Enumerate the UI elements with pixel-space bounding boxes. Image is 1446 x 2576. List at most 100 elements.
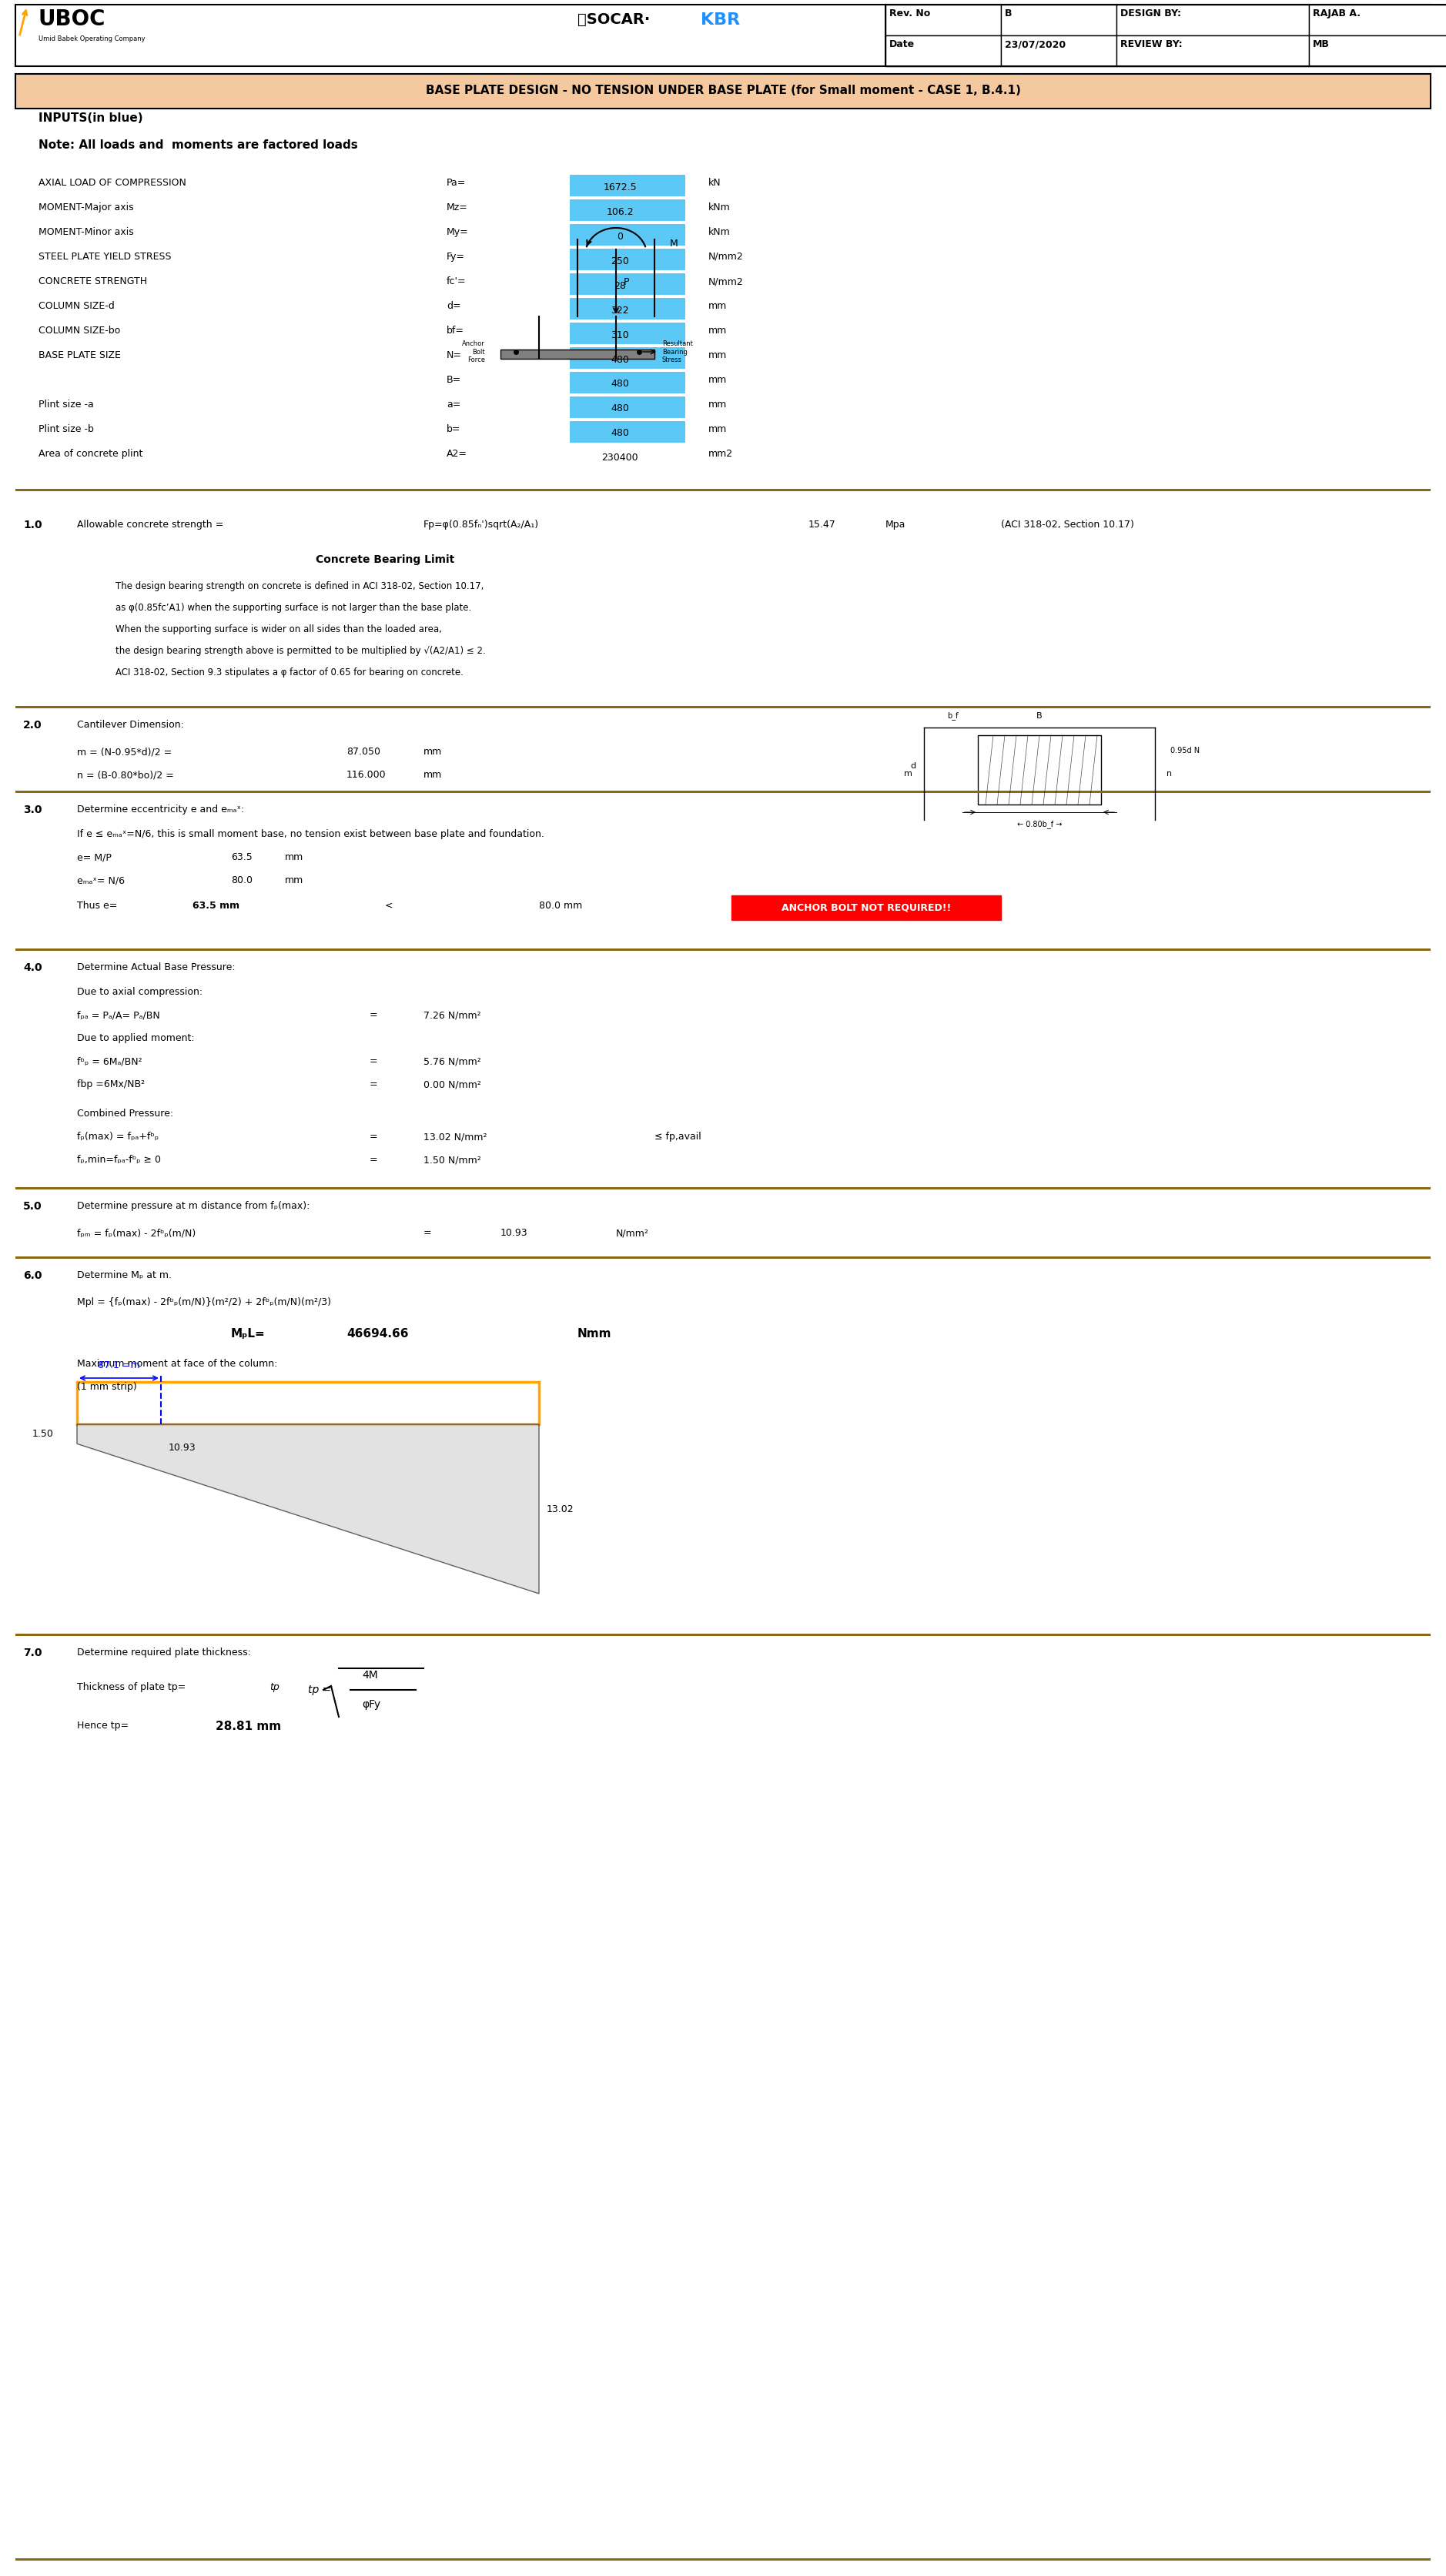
Bar [570, 224, 685, 245]
Text: RAJAB A.: RAJAB A. [1313, 8, 1361, 18]
Text: as φ(0.85fc’A1) when the supporting surface is not larger than the base plate.: as φ(0.85fc’A1) when the supporting surf… [116, 603, 471, 613]
Text: 4.0: 4.0 [23, 963, 42, 974]
Text: When the supporting surface is wider on all sides than the loaded area,: When the supporting surface is wider on … [116, 623, 442, 634]
Text: mm: mm [709, 399, 727, 410]
Text: Mpa: Mpa [885, 520, 905, 531]
Bar [1309, 36, 1446, 67]
Text: 4M: 4M [362, 1669, 377, 1680]
Text: =: = [370, 1010, 377, 1020]
Text: CONCRETE STRENGTH: CONCRETE STRENGTH [39, 276, 147, 286]
Text: 10.93: 10.93 [169, 1443, 197, 1453]
Text: 80.0 mm: 80.0 mm [539, 902, 583, 912]
Text: d: d [911, 762, 917, 770]
Text: 6.0: 6.0 [23, 1270, 42, 1280]
Text: 46694.66: 46694.66 [347, 1329, 408, 1340]
Text: My=: My= [447, 227, 469, 237]
Text: 13.02: 13.02 [547, 1504, 574, 1515]
Text: kNm: kNm [709, 204, 730, 211]
Text: mm: mm [285, 853, 304, 863]
Text: 0.95d N: 0.95d N [1170, 747, 1200, 755]
Text: 87.1 =m: 87.1 =m [98, 1360, 140, 1370]
Text: COLUMN SIZE-bᴏ: COLUMN SIZE-bᴏ [39, 325, 120, 335]
Text: kN: kN [709, 178, 722, 188]
Bar [1309, 5, 1446, 36]
Text: tp: tp [269, 1682, 279, 1692]
Text: 63.5: 63.5 [231, 853, 253, 863]
Text: =: = [370, 1079, 377, 1090]
Text: mm: mm [709, 350, 727, 361]
Bar [570, 348, 685, 368]
Text: ACI 318-02, Section 9.3 stipulates a φ factor of 0.65 for bearing on concrete.: ACI 318-02, Section 9.3 stipulates a φ f… [116, 667, 463, 677]
Text: Hence tp=: Hence tp= [77, 1721, 129, 1731]
Text: mm: mm [709, 376, 727, 384]
Text: 106.2: 106.2 [606, 206, 633, 216]
Text: =: = [424, 1229, 432, 1239]
Bar [732, 896, 1001, 920]
Text: =: = [370, 1154, 377, 1164]
Text: Determine required plate thickness:: Determine required plate thickness: [77, 1649, 252, 1656]
Text: 480: 480 [610, 355, 629, 366]
Text: Allowable concrete strength =: Allowable concrete strength = [77, 520, 224, 531]
Text: fc'=: fc'= [447, 276, 466, 286]
Text: 480: 480 [610, 428, 629, 438]
Text: Due to axial compression:: Due to axial compression: [77, 987, 202, 997]
Text: Combined Pressure:: Combined Pressure: [77, 1108, 174, 1118]
Text: e= M/P: e= M/P [77, 853, 111, 863]
Text: fbp =6Mx/NB²: fbp =6Mx/NB² [77, 1079, 145, 1090]
Bar [570, 299, 685, 319]
Text: Area of concrete plint: Area of concrete plint [39, 448, 143, 459]
Bar [77, 1381, 539, 1425]
Text: fᵇₚ = 6Mₐ/BN²: fᵇₚ = 6Mₐ/BN² [77, 1056, 142, 1066]
Bar [570, 198, 685, 222]
Text: P: P [623, 276, 629, 286]
Text: Date: Date [889, 39, 915, 49]
Text: 5.76 N/mm²: 5.76 N/mm² [424, 1056, 482, 1066]
Text: d=: d= [447, 301, 461, 312]
Bar [1116, 5, 1309, 36]
Text: MB: MB [1313, 39, 1330, 49]
Text: 3.0: 3.0 [23, 804, 42, 814]
Text: MₚL=: MₚL= [231, 1329, 266, 1340]
Text: M: M [669, 237, 678, 247]
Bar [570, 420, 685, 443]
Bar [885, 5, 1446, 67]
Bar [1001, 5, 1116, 36]
Text: 116.000: 116.000 [347, 770, 386, 781]
Text: KBR: KBR [701, 13, 740, 28]
Text: tp =: tp = [308, 1685, 331, 1695]
Text: 1.0: 1.0 [23, 520, 42, 531]
Bar [570, 371, 685, 394]
Text: N/mm²: N/mm² [616, 1229, 649, 1239]
Text: 🔥SOCAR·: 🔥SOCAR· [577, 13, 651, 26]
Text: 15.47: 15.47 [808, 520, 836, 531]
Text: fₚ,min=fₚₐ-fᵇₚ ≥ 0: fₚ,min=fₚₐ-fᵇₚ ≥ 0 [77, 1154, 161, 1164]
Bar [570, 322, 685, 345]
Text: If e ≤ eₘₐˣ=N/6, this is small moment base, no tension exist between base plate : If e ≤ eₘₐˣ=N/6, this is small moment ba… [77, 829, 544, 840]
Text: n: n [1167, 770, 1173, 778]
Text: mm: mm [709, 425, 727, 435]
Polygon shape [77, 1425, 539, 1595]
Text: B: B [1037, 711, 1043, 719]
Text: 322: 322 [610, 304, 629, 314]
Text: Pa=: Pa= [447, 178, 466, 188]
Text: Maximum moment at face of the column:: Maximum moment at face of the column: [77, 1358, 278, 1368]
Text: Rev. No: Rev. No [889, 8, 930, 18]
Text: N/mm2: N/mm2 [709, 276, 743, 286]
Text: 7.0: 7.0 [23, 1649, 42, 1659]
Text: Determine Actual Base Pressure:: Determine Actual Base Pressure: [77, 963, 236, 971]
Text: 23/07/2020: 23/07/2020 [1005, 39, 1066, 49]
Text: Determine Mₚ at m.: Determine Mₚ at m. [77, 1270, 172, 1280]
Bar [885, 5, 1001, 36]
Text: mm: mm [424, 770, 442, 781]
Text: Determine eccentricity e and eₘₐˣ:: Determine eccentricity e and eₘₐˣ: [77, 804, 244, 814]
Text: eₘₐˣ= N/6: eₘₐˣ= N/6 [77, 876, 124, 886]
Text: ← 0.80b_f →: ← 0.80b_f → [1017, 819, 1061, 829]
Text: Umid Babek Operating Company: Umid Babek Operating Company [39, 36, 145, 41]
Text: N=: N= [447, 350, 461, 361]
Text: <: < [385, 902, 393, 912]
Text: mm: mm [709, 301, 727, 312]
Text: 310: 310 [610, 330, 629, 340]
Bar [500, 350, 655, 358]
Text: Anchor
Bolt
Force: Anchor Bolt Force [463, 340, 484, 363]
Text: φFy: φFy [362, 1700, 380, 1710]
